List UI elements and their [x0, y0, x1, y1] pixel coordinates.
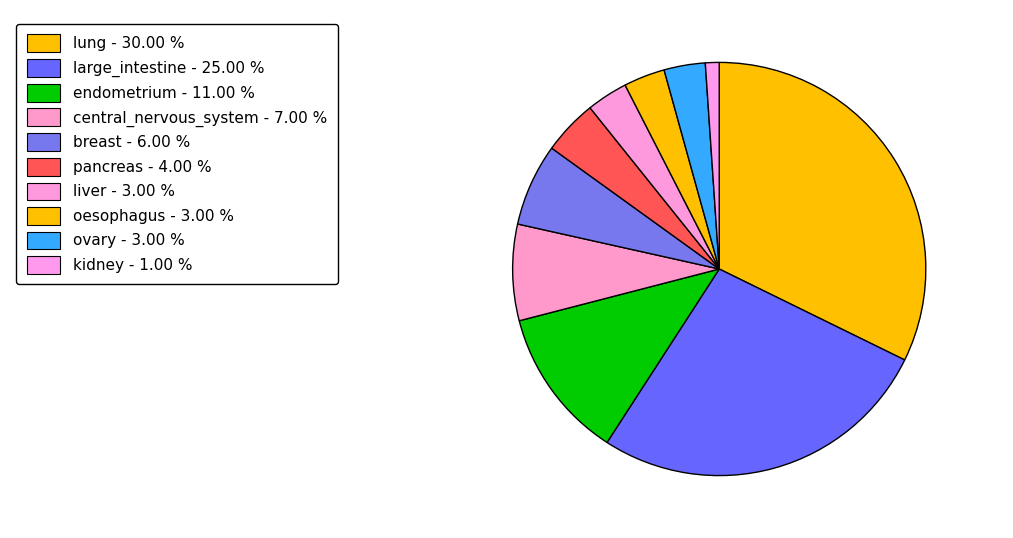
Wedge shape: [590, 85, 719, 269]
Wedge shape: [607, 269, 905, 476]
Wedge shape: [552, 108, 719, 269]
Wedge shape: [513, 224, 719, 321]
Wedge shape: [705, 62, 719, 269]
Wedge shape: [719, 62, 926, 360]
Legend: lung - 30.00 %, large_intestine - 25.00 %, endometrium - 11.00 %, central_nervou: lung - 30.00 %, large_intestine - 25.00 …: [16, 24, 337, 285]
Wedge shape: [625, 70, 719, 269]
Wedge shape: [665, 63, 719, 269]
Wedge shape: [518, 148, 719, 269]
Wedge shape: [520, 269, 719, 442]
